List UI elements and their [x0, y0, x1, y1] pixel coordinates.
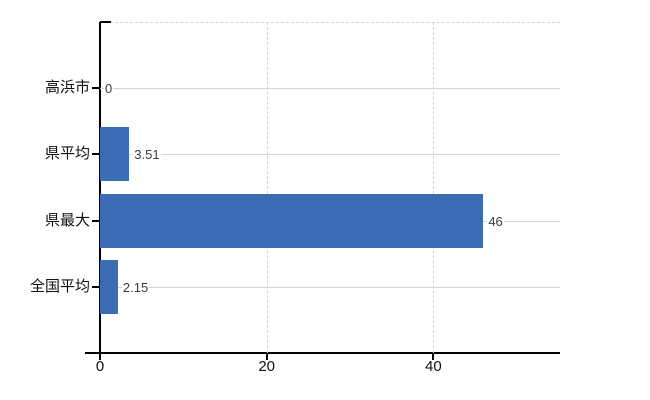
y-axis-line [99, 22, 101, 353]
y-axis-top-cap [100, 21, 111, 23]
x-axis-tick [265, 354, 268, 360]
bar [100, 127, 130, 182]
x-axis-tick [99, 354, 101, 360]
bar-value-label: 3.51 [133, 147, 161, 163]
row-gridline [100, 88, 560, 90]
bar-value-label: 2.15 [121, 279, 150, 295]
x-axis-tick [432, 354, 435, 360]
row-gridline [100, 286, 560, 288]
bar-value-label: 46 [487, 213, 504, 229]
y-axis-tick [92, 87, 99, 90]
bar-value-label: 0 [104, 81, 114, 97]
plot-top-border [100, 22, 560, 23]
y-axis-tick [92, 153, 99, 156]
y-category-label: 全国平均 [29, 277, 90, 295]
y-category-label: 高浜市 [44, 79, 90, 97]
y-axis-tick [92, 285, 99, 288]
v-gridline [266, 22, 268, 353]
x-tick-label: 0 [95, 358, 105, 375]
x-tick-label: 40 [424, 358, 442, 375]
y-category-label: 県最大 [44, 211, 90, 229]
row-gridline [100, 154, 560, 156]
y-category-label: 県平均 [44, 145, 90, 163]
x-tick-label: 20 [258, 358, 275, 375]
bar [100, 259, 118, 314]
bar [100, 193, 484, 248]
v-gridline [433, 22, 435, 353]
x-axis-line [85, 352, 560, 354]
plot-area: 0 20 40 高浜市 0 県平均 3.51 県最大 46 全国平均 2.15 [30, 21, 560, 375]
y-axis-tick [92, 219, 99, 222]
